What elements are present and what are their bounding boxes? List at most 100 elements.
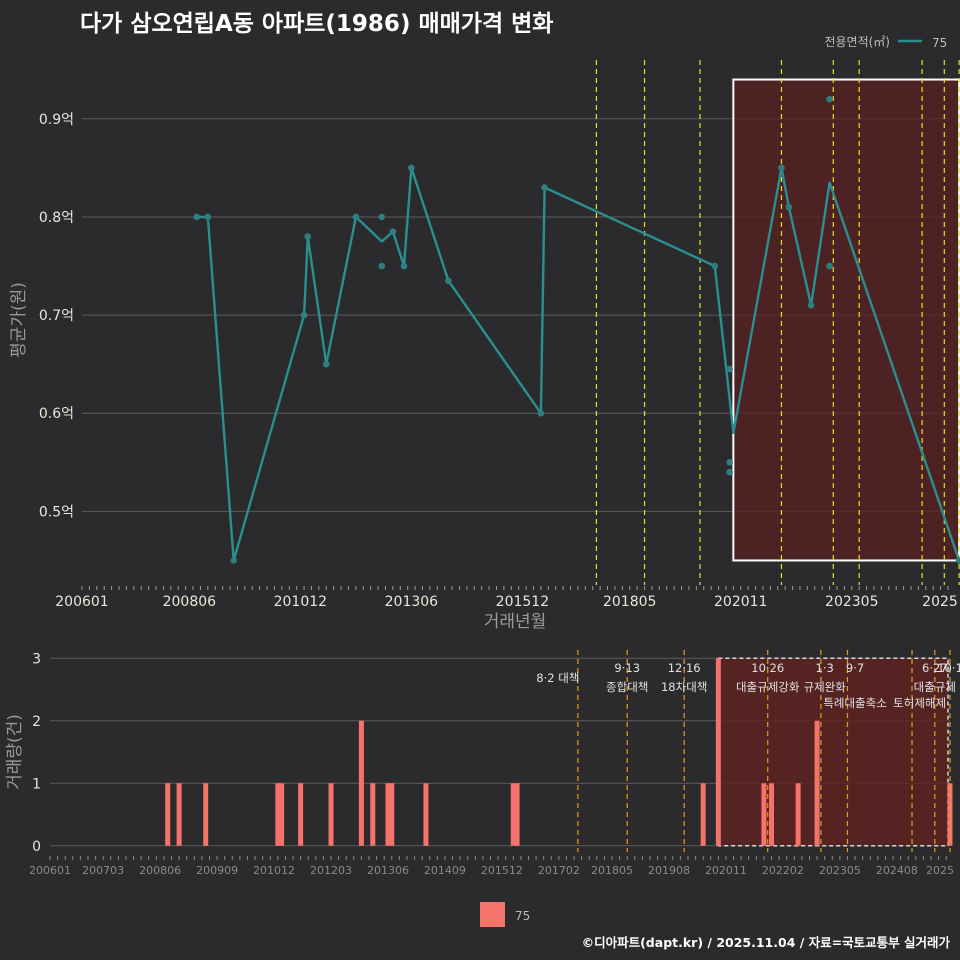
volume-bar: [165, 783, 171, 846]
y-tick-label: 2: [32, 714, 41, 730]
data-point: [826, 262, 833, 270]
x-tick-label: 200806: [163, 594, 217, 610]
annotation-date: 6·27: [922, 661, 948, 675]
y-tick-label: 0.9억: [39, 112, 74, 128]
data-point: [826, 95, 833, 103]
x-tick-label: 202408: [876, 864, 918, 877]
x-tick-label: 201409: [424, 864, 466, 877]
x-tick-label: 202011: [705, 864, 747, 877]
volume-bar: [358, 720, 364, 846]
annotation-label: 특례대출축소: [823, 696, 886, 710]
data-point: [408, 164, 415, 172]
data-point: [955, 557, 960, 564]
price-chart: 0.5억 0.6억 0.7억 0.8억 0.9억 200601 200806 201012 20…: [9, 35, 960, 632]
data-point: [445, 277, 452, 285]
volume-bar: [328, 783, 334, 846]
data-point: [537, 409, 545, 417]
x-tick-label: 201306: [385, 594, 439, 610]
volume-bar: [514, 783, 520, 846]
annotation-label: 종합대책: [606, 680, 648, 694]
x-tick-label: 202305: [825, 594, 878, 610]
x-tick-label: 201012: [253, 864, 295, 877]
y-tick-label: 3: [32, 651, 41, 667]
data-point: [378, 262, 386, 270]
source-credit: ©디아파트(dapt.kr) / 2025.11.04 / 자료=국토교통부 실…: [581, 935, 950, 950]
volume-bar: [761, 783, 767, 846]
data-point: [300, 311, 308, 319]
data-point: [378, 213, 386, 221]
y-tick-label: 0.6억: [39, 406, 74, 422]
highlight-region: [717, 657, 949, 847]
annotation-date: 10·26: [751, 661, 784, 675]
volume-bar: [814, 720, 820, 846]
data-point: [726, 468, 733, 476]
x-tick-label: 202305: [819, 864, 861, 877]
x-tick-label: 201805: [591, 864, 633, 877]
data-point: [807, 301, 815, 309]
x-tick-label: 201512: [496, 594, 549, 610]
x-tick-label: 201908: [648, 864, 690, 877]
x-tick-label: 200601: [29, 864, 71, 877]
x-tick-label: 200703: [82, 864, 124, 877]
y-tick-label: 0.5억: [39, 504, 74, 520]
data-point: [193, 213, 201, 221]
x-tick-label: 201012: [274, 594, 327, 610]
y-tick-label: 0.8억: [39, 210, 74, 226]
legend-entry: 75: [515, 909, 530, 923]
legend-title: 전용면적(㎡): [824, 35, 890, 49]
data-point: [352, 213, 360, 221]
volume-bar: [423, 783, 429, 846]
annotation-text: 8·2 대책: [536, 671, 579, 685]
data-point: [726, 365, 733, 373]
x-tick-label: 202011: [714, 594, 767, 610]
volume-bar: [795, 783, 801, 846]
x-tick-label: 2025: [922, 594, 958, 610]
volume-bar: [389, 783, 395, 846]
volume-bar: [203, 783, 209, 846]
annotation-date: 1·3: [816, 661, 834, 675]
y-axis-label: 평균가(원): [9, 282, 29, 358]
volume-bar: [275, 783, 281, 846]
x-tick-label: 200806: [139, 864, 181, 877]
data-point: [322, 360, 330, 368]
data-point: [711, 262, 719, 270]
volume-bar: [370, 783, 376, 846]
volume-bar: [279, 783, 285, 846]
annotation-label: 규제완화: [804, 680, 847, 694]
data-point: [400, 262, 408, 270]
x-tick-label: 202202: [762, 864, 804, 877]
volume-bar: [176, 783, 182, 846]
annotation-label: 18차대책: [661, 680, 707, 694]
annotation-label: 토허제해제: [893, 696, 946, 710]
annotation-label: 대출규제강화: [736, 680, 800, 694]
legend-bar-swatch: [480, 902, 505, 927]
x-tick-label: 201203: [310, 864, 352, 877]
data-point: [304, 233, 312, 240]
chart-title: 다가 삼오연립A동 아파트(1986) 매매가격 변화: [80, 11, 554, 37]
x-tick-label: 2025: [926, 864, 954, 877]
y-axis-label: 거래량(건): [5, 714, 25, 790]
annotation-date: 9·7: [846, 661, 864, 675]
volume-bar: [700, 783, 706, 846]
x-tick-label: 201805: [603, 594, 656, 610]
x-axis-label: 거래년월: [484, 612, 547, 632]
annotation-date: 12·16: [668, 661, 701, 675]
x-tick-label: 201306: [367, 864, 409, 877]
y-tick-label: 0.7억: [39, 308, 74, 324]
x-tick-label: 201702: [538, 864, 580, 877]
x-tick-label: 200601: [55, 594, 108, 610]
data-point: [726, 459, 733, 466]
volume-bar: [298, 783, 304, 846]
annotation-label: 대출규제: [914, 680, 956, 694]
legend-entry: 75: [932, 36, 947, 50]
highlight-region: [732, 78, 960, 562]
data-point: [778, 164, 785, 172]
y-tick-label: 0: [32, 839, 41, 855]
annotation-date: 10·1: [937, 661, 960, 675]
volume-bar: [385, 783, 391, 846]
annotation-date: 9·13: [614, 661, 640, 675]
volume-bar: [510, 783, 516, 846]
data-point: [785, 203, 793, 211]
x-tick-label: 200909: [196, 864, 238, 877]
